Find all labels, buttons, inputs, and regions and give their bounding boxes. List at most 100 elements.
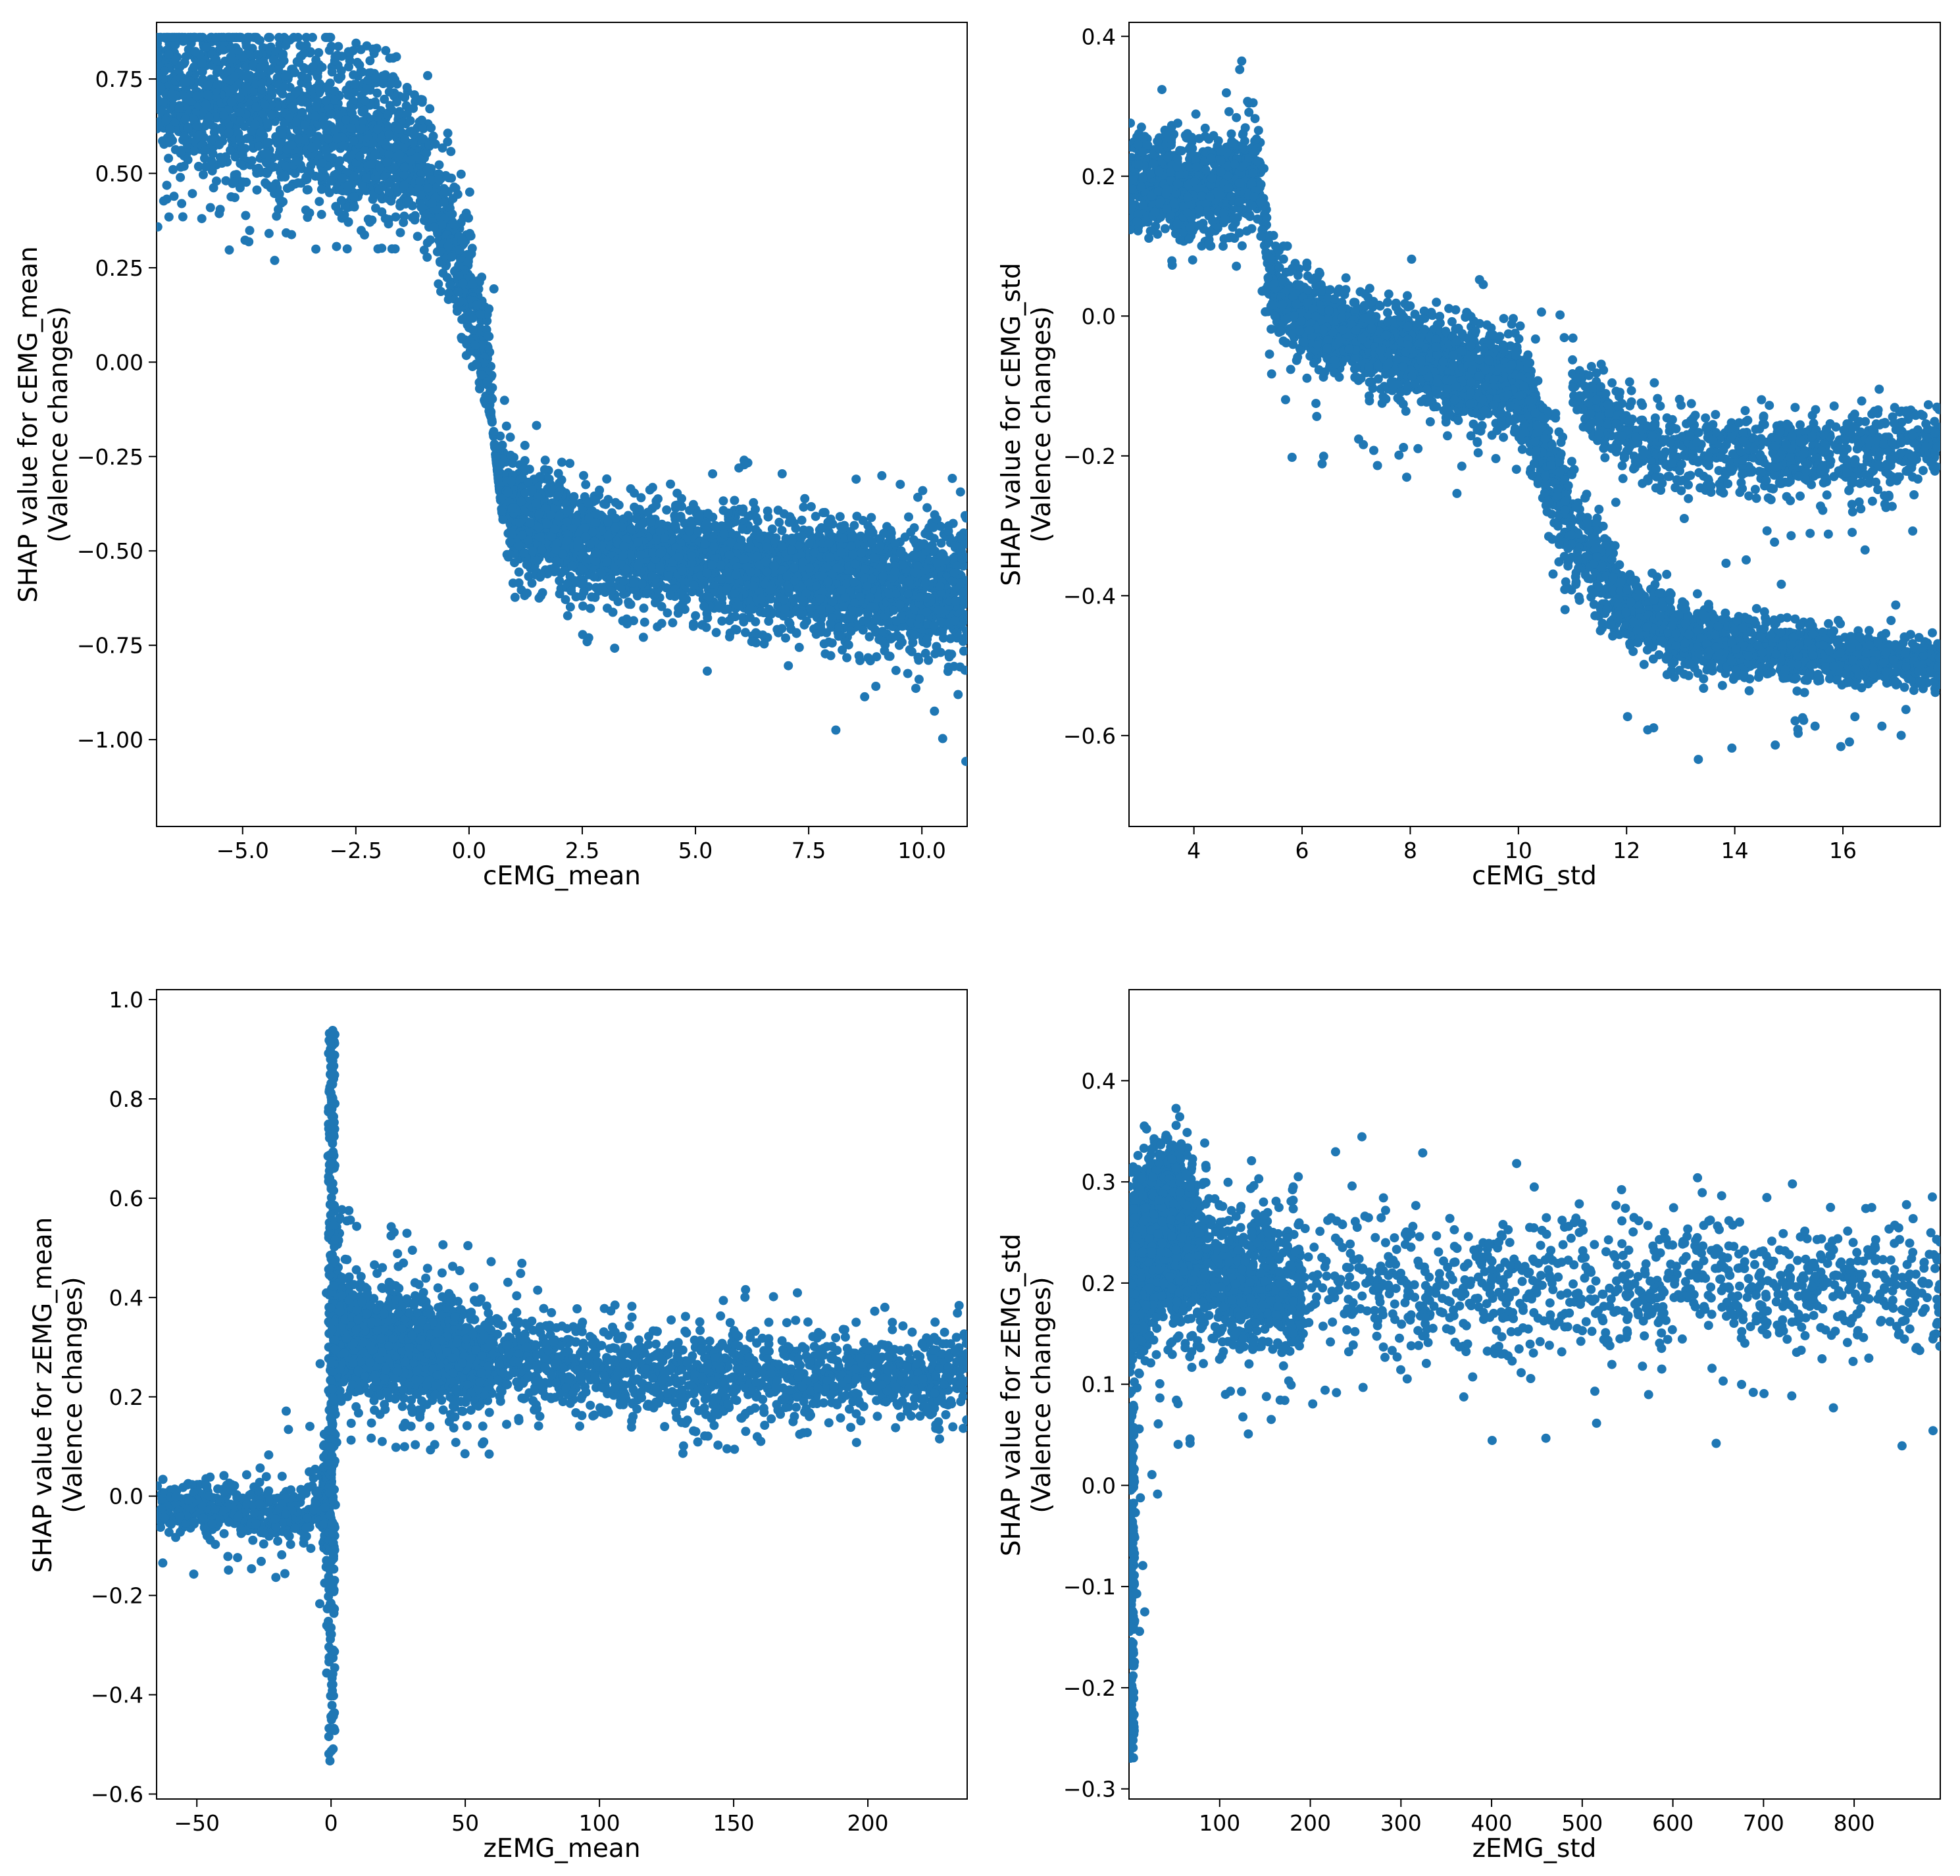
- data-point: [763, 506, 772, 516]
- data-point: [255, 168, 265, 178]
- data-point: [157, 72, 163, 82]
- data-point: [274, 32, 284, 42]
- data-point: [817, 605, 826, 615]
- data-point: [158, 136, 167, 146]
- data-point: [437, 220, 447, 230]
- data-point: [717, 616, 727, 626]
- data-point: [189, 63, 199, 72]
- data-point: [308, 62, 318, 72]
- data-point: [523, 477, 533, 487]
- data-point: [791, 523, 801, 533]
- data-point: [563, 611, 572, 621]
- data-point: [825, 553, 835, 562]
- data-point: [332, 241, 341, 251]
- data-point: [457, 332, 466, 342]
- data-point: [909, 535, 918, 545]
- data-point: [445, 203, 455, 213]
- data-point: [797, 515, 807, 525]
- data-point: [812, 581, 821, 591]
- data-point: [805, 563, 815, 573]
- data-point: [413, 232, 422, 241]
- data-point: [317, 63, 327, 72]
- data-point: [225, 32, 235, 42]
- data-point: [165, 136, 175, 146]
- data-point: [622, 534, 632, 544]
- data-point: [443, 173, 453, 183]
- data-point: [407, 213, 417, 222]
- data-point: [384, 87, 394, 97]
- data-point: [591, 509, 601, 519]
- data-point: [528, 546, 538, 556]
- data-point: [924, 655, 934, 665]
- data-point: [346, 103, 356, 113]
- data-point: [266, 183, 276, 193]
- data-point: [738, 613, 748, 622]
- data-point: [488, 394, 497, 404]
- data-point: [928, 522, 938, 532]
- data-point: [535, 472, 545, 482]
- data-point: [662, 505, 672, 515]
- data-point: [505, 432, 515, 442]
- data-point: [730, 589, 740, 598]
- data-point: [391, 212, 401, 222]
- data-point: [757, 594, 766, 603]
- data-point: [755, 533, 765, 543]
- data-point: [456, 169, 466, 179]
- data-point: [263, 64, 273, 74]
- data-point: [922, 503, 932, 513]
- data-point: [647, 561, 657, 571]
- data-point: [591, 556, 601, 566]
- data-point: [241, 41, 251, 51]
- data-point: [815, 594, 825, 604]
- data-point: [215, 153, 225, 163]
- data-point: [178, 32, 188, 42]
- data-point: [849, 520, 859, 530]
- data-point: [311, 244, 321, 254]
- data-point: [711, 521, 720, 531]
- data-point: [695, 511, 704, 520]
- data-point: [241, 211, 251, 220]
- data-point: [716, 560, 726, 570]
- data-point: [909, 568, 919, 578]
- data-point: [190, 32, 200, 42]
- data-point: [611, 497, 620, 507]
- data-point: [777, 469, 787, 478]
- data-point: [174, 103, 184, 113]
- data-point: [213, 65, 223, 75]
- data-point: [204, 113, 214, 122]
- data-point: [179, 161, 189, 171]
- data-point: [948, 553, 958, 563]
- data-point: [847, 532, 857, 542]
- data-point: [555, 511, 565, 521]
- data-point: [286, 182, 295, 191]
- data-point: [846, 626, 856, 636]
- data-point: [381, 139, 391, 149]
- data-point: [595, 485, 605, 495]
- data-point: [508, 459, 518, 469]
- data-point: [888, 632, 897, 642]
- data-point: [640, 617, 649, 627]
- data-point: [263, 166, 273, 176]
- data-point: [895, 548, 905, 558]
- data-point: [849, 578, 859, 587]
- data-point: [894, 640, 904, 650]
- data-point: [240, 143, 250, 153]
- data-point: [869, 553, 878, 563]
- data-point: [798, 557, 807, 567]
- data-point: [229, 84, 239, 93]
- data-point: [624, 599, 634, 609]
- data-point: [834, 631, 843, 641]
- data-point: [207, 166, 217, 176]
- data-point: [950, 541, 959, 550]
- data-point: [550, 563, 560, 572]
- data-point: [555, 589, 565, 599]
- data-point: [368, 44, 378, 54]
- data-point: [216, 123, 226, 133]
- data-point: [253, 50, 263, 59]
- data-point: [520, 464, 530, 474]
- data-point: [914, 674, 924, 684]
- data-point: [365, 56, 375, 66]
- data-point: [399, 163, 409, 172]
- data-point: [336, 72, 346, 82]
- data-point: [254, 35, 263, 45]
